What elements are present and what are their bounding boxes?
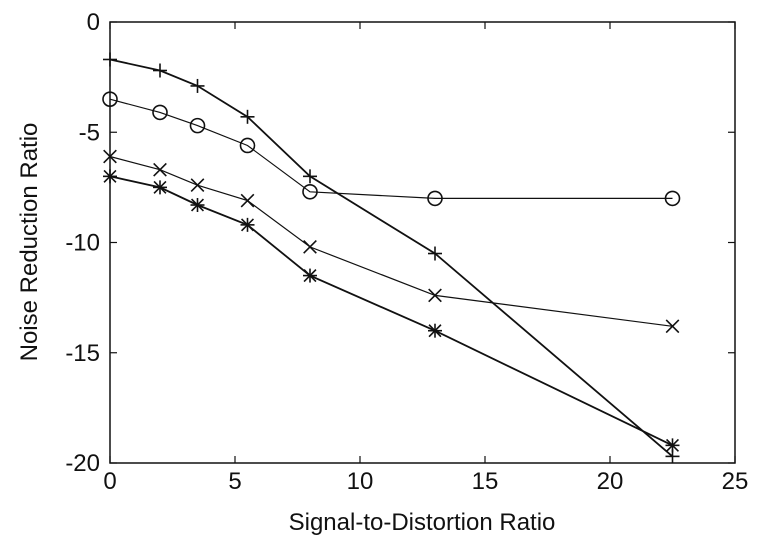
x-tick-label: 25 xyxy=(722,468,749,495)
data-point-plus xyxy=(303,169,317,184)
series-x xyxy=(103,149,680,334)
data-point-x xyxy=(428,288,442,303)
data-point-circle xyxy=(427,190,443,207)
data-point-star xyxy=(665,438,680,453)
data-point-star xyxy=(153,180,167,195)
data-point-x xyxy=(190,178,205,193)
data-point-plus xyxy=(428,246,442,261)
axis-tick-labels: 0 5 10 15 20 25 0 -5 -10 -15 -20 xyxy=(65,9,748,495)
series-layer xyxy=(102,52,681,464)
data-point-star xyxy=(303,268,317,283)
series-star xyxy=(103,169,680,453)
data-point-star xyxy=(240,217,255,232)
x-tick-label: 0 xyxy=(103,468,116,495)
series-circle xyxy=(102,91,681,207)
data-point-circle xyxy=(239,137,256,154)
data-point-circle xyxy=(152,104,168,121)
series-line xyxy=(109,98,673,199)
data-point-circle xyxy=(189,117,206,134)
data-point-star xyxy=(190,198,205,213)
data-point-plus xyxy=(240,109,255,124)
data-point-star xyxy=(428,323,442,338)
x-tick-label: 20 xyxy=(597,468,624,495)
data-point-plus xyxy=(103,52,117,67)
data-point-star xyxy=(103,169,117,184)
y-axis-label: Noise Reduction Ratio xyxy=(16,123,43,362)
data-point-circle xyxy=(302,183,318,200)
x-tick-label: 15 xyxy=(472,468,499,495)
data-point-x xyxy=(153,162,167,177)
data-point-plus xyxy=(153,63,167,78)
x-tick-label: 10 xyxy=(347,468,374,495)
data-point-circle xyxy=(102,91,118,107)
data-point-plus xyxy=(190,78,205,93)
axis-ticks xyxy=(109,21,736,464)
data-point-x xyxy=(240,193,255,208)
plot-frame xyxy=(109,21,736,464)
series-plus xyxy=(103,52,680,464)
data-point-x xyxy=(303,240,317,254)
data-point-x xyxy=(103,149,117,164)
y-tick-label: 0 xyxy=(87,9,100,36)
data-point-circle xyxy=(664,190,681,207)
y-tick-label: -5 xyxy=(79,119,100,146)
x-axis-label: Signal-to-Distortion Ratio xyxy=(289,509,556,536)
x-tick-label: 5 xyxy=(228,468,241,495)
y-tick-label: -15 xyxy=(65,340,100,367)
series-line xyxy=(109,175,673,447)
y-tick-label: -10 xyxy=(65,230,100,257)
y-tick-label: -20 xyxy=(65,450,100,477)
data-point-x xyxy=(665,319,680,334)
